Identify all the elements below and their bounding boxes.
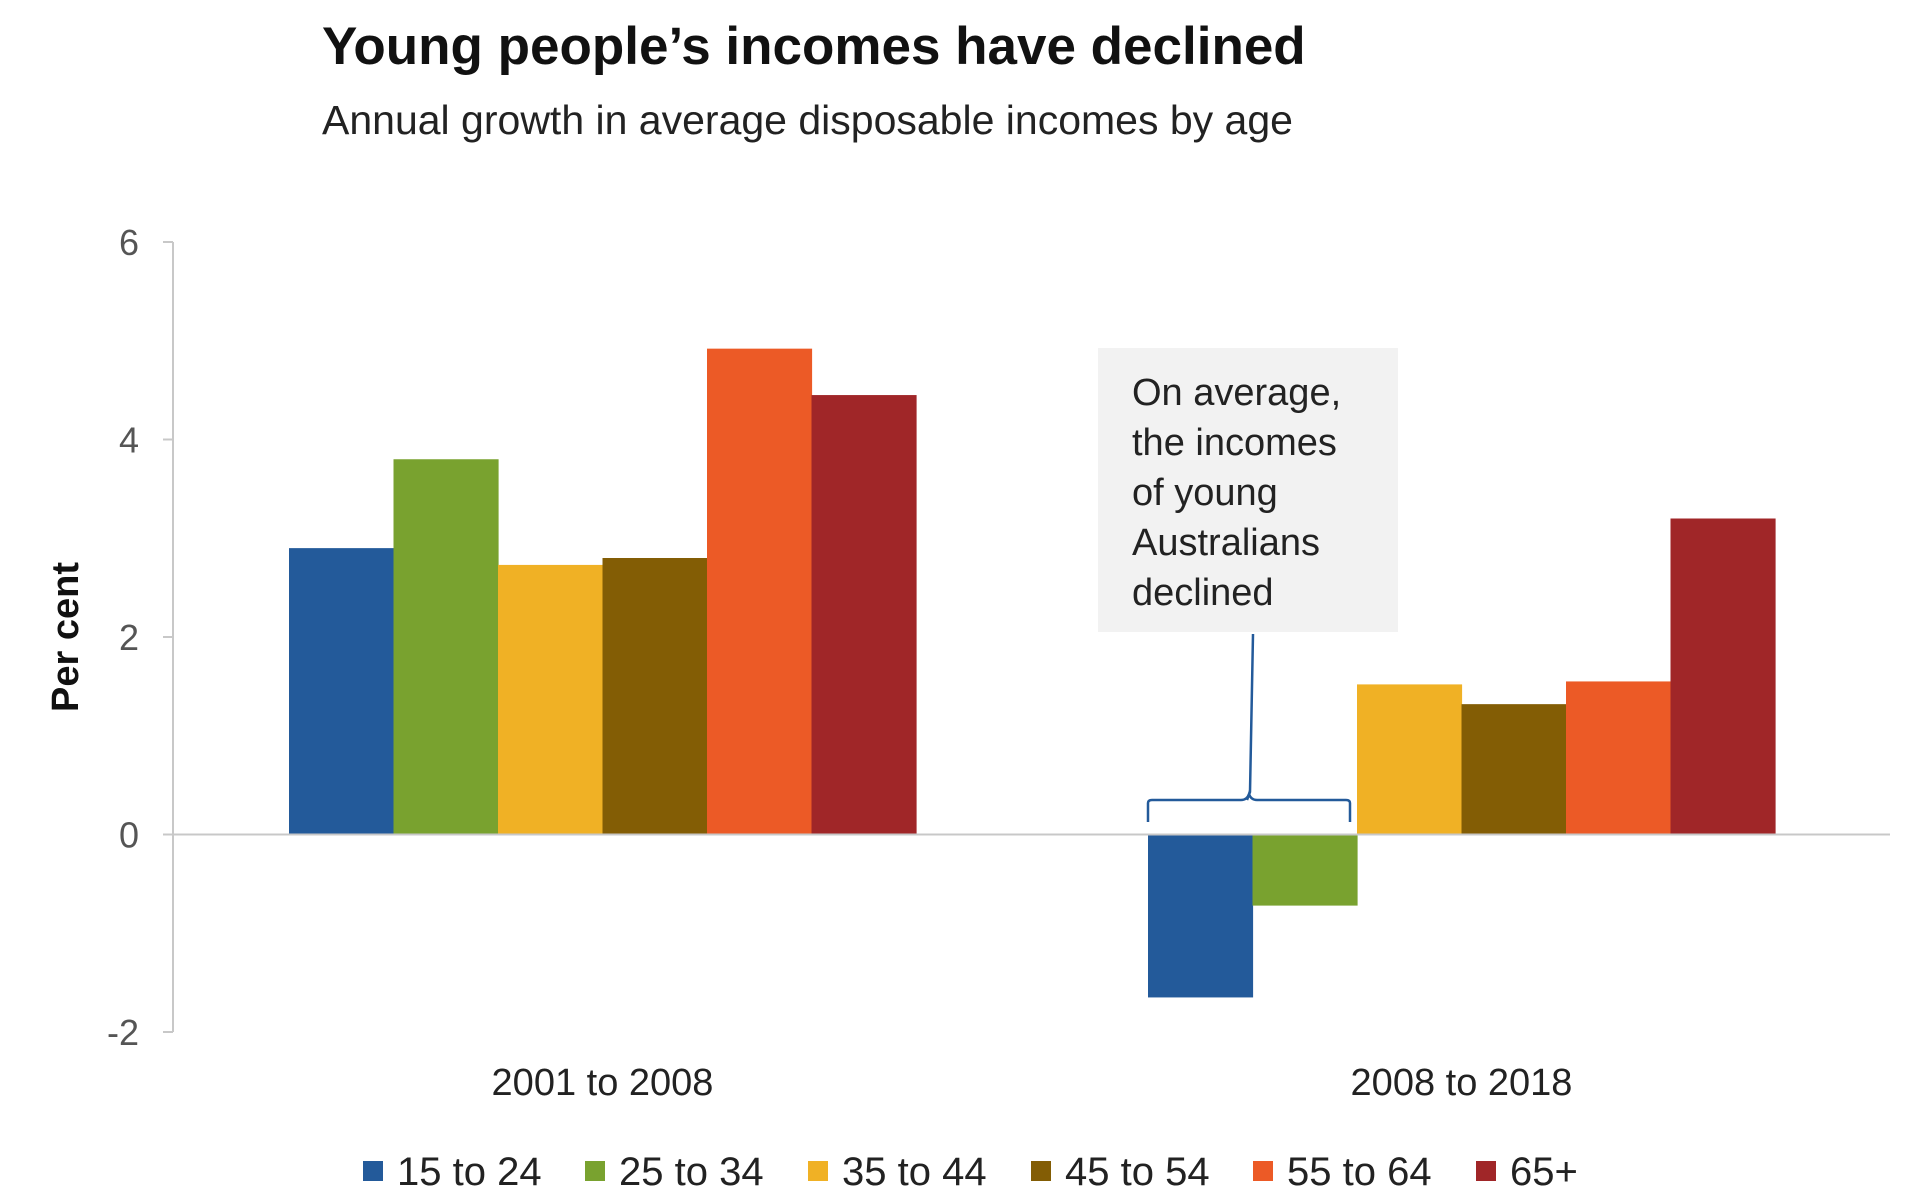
legend-swatch bbox=[1031, 1161, 1051, 1181]
bar-45-to-54-1 bbox=[602, 558, 708, 835]
y-tick-label: 6 bbox=[119, 222, 139, 263]
bar-45-to-54-2 bbox=[1461, 704, 1567, 835]
bar-65plus-2 bbox=[1670, 518, 1776, 835]
legend: 15 to 24 25 to 34 35 to 44 45 to 54 55 to 64… bbox=[363, 1150, 1578, 1194]
bar-55-to-64-1 bbox=[707, 348, 813, 835]
bar-25-to-34-2 bbox=[1252, 834, 1358, 906]
bar-35-to-44-1 bbox=[498, 564, 604, 835]
annotation-connector bbox=[1245, 633, 1255, 801]
chart-subtitle: Annual growth in average disposable inco… bbox=[322, 97, 1293, 143]
legend-swatch bbox=[585, 1161, 605, 1181]
y-tick-label: -2 bbox=[107, 1012, 139, 1053]
legend-label: 15 to 24 bbox=[397, 1150, 542, 1194]
bar-15-to-24-2 bbox=[1148, 834, 1254, 998]
axes: -2 0 2 4 6 Per cent 2001 to 2008 2008 to 2018 bbox=[45, 222, 1572, 1104]
legend-label: 45 to 54 bbox=[1065, 1150, 1210, 1194]
legend-swatch bbox=[808, 1161, 828, 1181]
legend-label: 55 to 64 bbox=[1287, 1150, 1432, 1194]
bar-15-to-24-1 bbox=[289, 548, 395, 835]
legend-label: 65+ bbox=[1510, 1150, 1578, 1194]
bars-group bbox=[173, 348, 1890, 998]
y-tick-label: 4 bbox=[119, 420, 139, 461]
annotation: On average, the incomes of young Australian… bbox=[1098, 348, 1398, 822]
legend-swatch bbox=[363, 1161, 383, 1181]
bar-35-to-44-2 bbox=[1357, 684, 1463, 835]
x-category-label: 2008 to 2018 bbox=[1351, 1062, 1573, 1104]
annotation-text: Australians bbox=[1132, 522, 1320, 564]
annotation-brace bbox=[1146, 790, 1352, 822]
y-tick-label: 0 bbox=[119, 815, 139, 856]
annotation-text: declined bbox=[1132, 572, 1274, 614]
legend-swatch bbox=[1476, 1161, 1496, 1181]
annotation-text: On average, bbox=[1132, 372, 1341, 414]
bar-25-to-34-1 bbox=[393, 459, 499, 835]
y-tick-label: 2 bbox=[119, 617, 139, 658]
legend-label: 35 to 44 bbox=[842, 1150, 987, 1194]
x-category-label: 2001 to 2008 bbox=[492, 1062, 714, 1104]
annotation-text: the incomes bbox=[1132, 422, 1337, 464]
legend-label: 25 to 34 bbox=[619, 1150, 764, 1194]
annotation-box bbox=[1098, 348, 1398, 632]
y-axis-label: Per cent bbox=[45, 562, 87, 712]
bar-55-to-64-2 bbox=[1566, 681, 1672, 835]
chart-title: Young people’s incomes have declined bbox=[322, 17, 1306, 76]
annotation-text: of young bbox=[1132, 472, 1278, 514]
legend-swatch bbox=[1253, 1161, 1273, 1181]
bar-65plus-1 bbox=[811, 395, 917, 835]
